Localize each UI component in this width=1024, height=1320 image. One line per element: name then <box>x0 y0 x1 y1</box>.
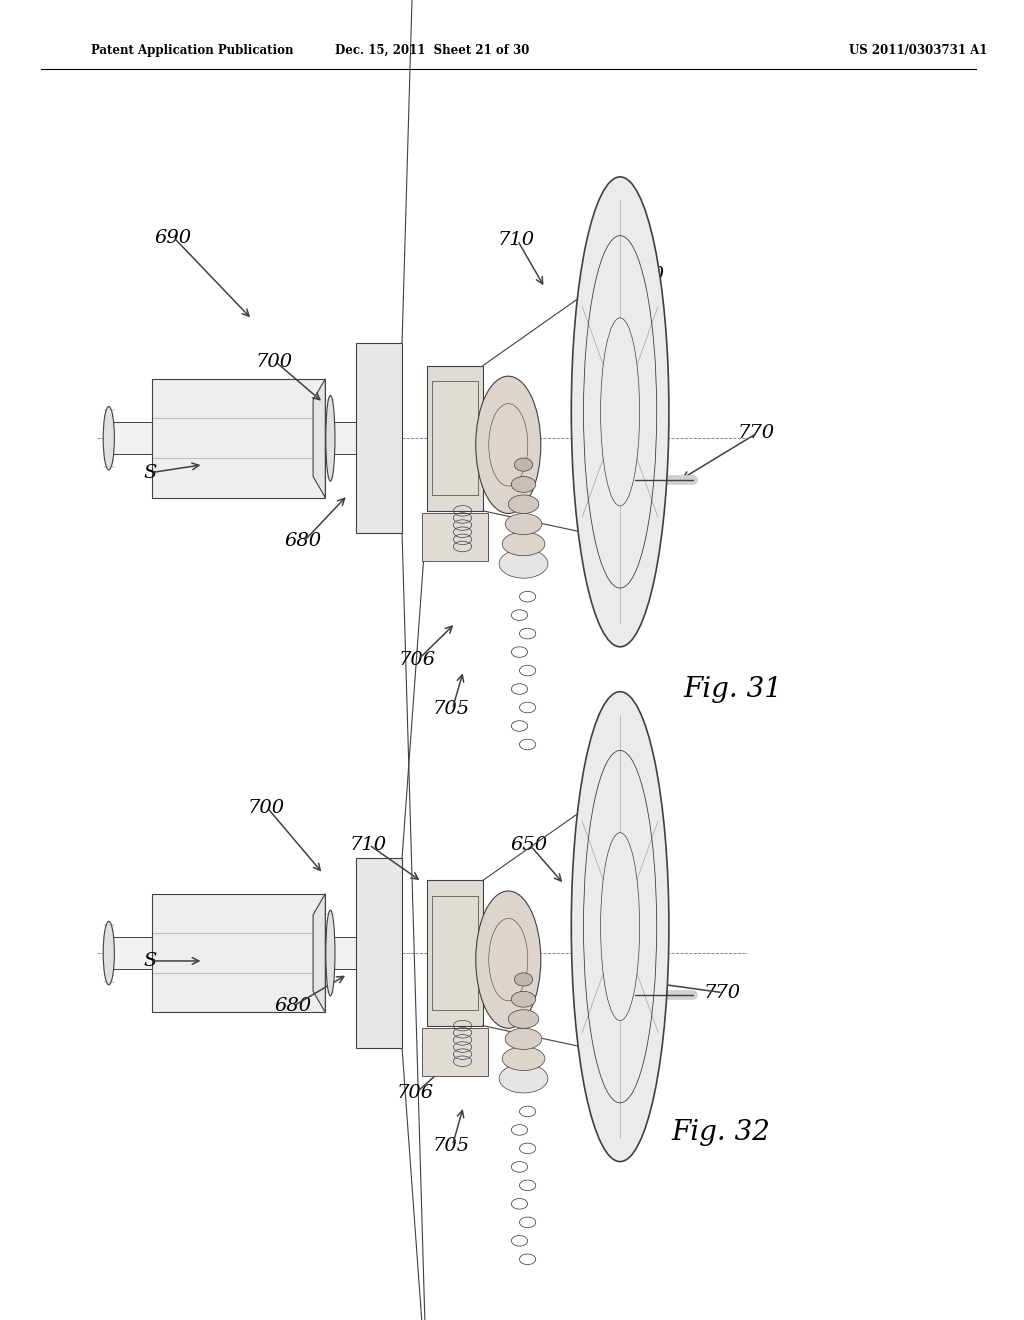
Text: 680: 680 <box>285 532 322 550</box>
Polygon shape <box>356 343 402 533</box>
Text: Patent Application Publication: Patent Application Publication <box>91 44 294 57</box>
Text: 700: 700 <box>256 352 293 371</box>
Ellipse shape <box>476 891 541 1028</box>
Ellipse shape <box>502 532 545 556</box>
Ellipse shape <box>502 1047 545 1071</box>
Ellipse shape <box>326 911 335 995</box>
Polygon shape <box>112 422 360 454</box>
Text: S: S <box>143 952 157 970</box>
Ellipse shape <box>508 495 539 513</box>
Polygon shape <box>422 1028 488 1076</box>
Text: Dec. 15, 2011  Sheet 21 of 30: Dec. 15, 2011 Sheet 21 of 30 <box>335 44 529 57</box>
Polygon shape <box>313 894 326 1012</box>
Polygon shape <box>112 937 360 969</box>
Polygon shape <box>313 379 326 498</box>
Ellipse shape <box>505 513 542 535</box>
Text: 710: 710 <box>498 231 535 249</box>
Text: 680: 680 <box>274 997 311 1015</box>
Ellipse shape <box>326 396 335 480</box>
Polygon shape <box>153 379 326 498</box>
Text: 705: 705 <box>433 1137 470 1155</box>
Ellipse shape <box>511 991 536 1007</box>
Text: 650: 650 <box>627 265 665 284</box>
Text: 706: 706 <box>396 1084 433 1102</box>
Text: 710: 710 <box>349 836 387 854</box>
Text: US 2011/0303731 A1: US 2011/0303731 A1 <box>849 44 987 57</box>
Polygon shape <box>422 513 488 561</box>
Text: S: S <box>143 463 157 482</box>
Ellipse shape <box>514 458 532 471</box>
Polygon shape <box>356 858 402 1048</box>
Ellipse shape <box>571 177 669 647</box>
Ellipse shape <box>499 549 548 578</box>
Text: Fig. 31: Fig. 31 <box>683 676 782 702</box>
Ellipse shape <box>571 692 669 1162</box>
Text: 700: 700 <box>248 799 285 817</box>
Polygon shape <box>427 880 483 1026</box>
Polygon shape <box>153 894 326 1012</box>
Text: 705: 705 <box>433 700 470 718</box>
Ellipse shape <box>505 1028 542 1049</box>
Polygon shape <box>427 366 483 511</box>
Text: 650: 650 <box>510 836 547 854</box>
Text: 770: 770 <box>703 983 740 1002</box>
Ellipse shape <box>103 407 115 470</box>
Text: 690: 690 <box>155 228 191 247</box>
Ellipse shape <box>103 921 115 985</box>
Text: 706: 706 <box>398 651 435 669</box>
Text: Fig. 32: Fig. 32 <box>671 1119 770 1146</box>
Ellipse shape <box>511 477 536 492</box>
Ellipse shape <box>499 1064 548 1093</box>
Ellipse shape <box>508 1010 539 1028</box>
Ellipse shape <box>514 973 532 986</box>
Ellipse shape <box>476 376 541 513</box>
Text: 770: 770 <box>737 424 775 442</box>
